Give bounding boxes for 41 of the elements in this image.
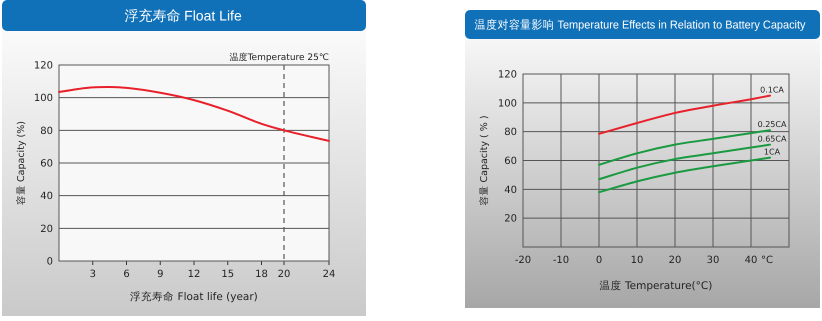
x-tick-label: -20: [514, 255, 532, 266]
chart-title: 浮充寿命 Float Life: [124, 8, 242, 24]
y-tick-label: 80: [504, 127, 517, 138]
x-tick-label: 10: [630, 255, 644, 266]
x-tick-label: 12: [188, 269, 200, 280]
chart-title: 温度对容量影响 Temperature Effects in Relation to Battery Capacity: [474, 18, 822, 32]
y-tick-label: 20: [504, 214, 517, 225]
y-tick-label: 40: [40, 191, 53, 202]
x-tick-label: 30: [706, 255, 720, 266]
y-axis-title: 容量 Capacity (%): [15, 121, 27, 205]
y-tick-label: 100: [498, 98, 517, 110]
x-tick-label: 9: [157, 269, 164, 280]
x-tick-label: 15: [221, 269, 234, 280]
x-tick-label: 40: [744, 255, 758, 266]
x-tick-label: -10: [552, 255, 570, 266]
x-tick-label: 24: [322, 269, 336, 280]
ref-line-label: 温度Temperature 25℃: [230, 52, 329, 63]
x-axis-title: 温度 Temperature(°C): [600, 279, 712, 292]
x-tick-label: 3: [90, 269, 96, 280]
y-axis-title: 容量 Capacity ( % ): [478, 115, 490, 206]
y-tick-label: 80: [40, 126, 53, 137]
y-tick-label: 120: [34, 60, 53, 72]
series-label: 0.1CA: [760, 86, 784, 95]
y-tick-label: 40: [504, 184, 517, 196]
text: °C: [761, 255, 774, 266]
x-tick-label: 20: [278, 269, 290, 280]
x-tick-label: 0: [596, 255, 602, 266]
y-tick-label: 60: [504, 156, 517, 167]
line-series: [598, 156, 771, 194]
x-tick-label: 6: [123, 269, 130, 280]
series-label: 0.25CA: [758, 120, 787, 130]
y-tick-label: 120: [498, 70, 517, 80]
y-tick-label: 100: [34, 93, 53, 104]
series-label: 0.65CA: [758, 134, 787, 144]
x-tick-label: 20: [668, 255, 682, 266]
x-tick-label: 18: [255, 269, 268, 280]
series-label: 1CA: [764, 148, 781, 157]
y-tick-label: 20: [40, 224, 53, 235]
x-axis-title: 浮充寿命 Float life (year): [130, 290, 258, 303]
line-series: [58, 86, 330, 142]
y-tick-label: 60: [40, 158, 53, 170]
